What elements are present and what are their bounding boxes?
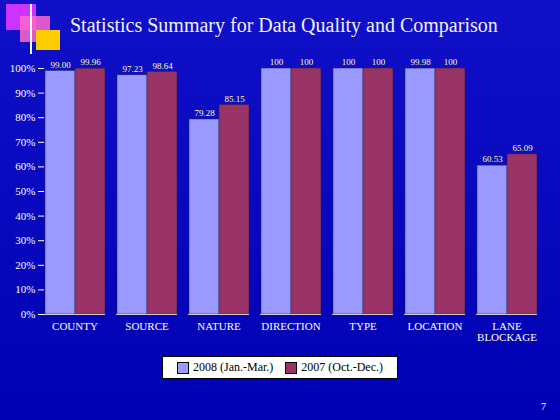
svg-text:DIRECTION: DIRECTION (261, 320, 320, 332)
svg-text:99.00: 99.00 (50, 60, 71, 70)
svg-text:100: 100 (342, 57, 356, 67)
svg-text:20%: 20% (15, 259, 35, 271)
svg-text:80%: 80% (15, 111, 35, 123)
svg-text:100: 100 (270, 57, 284, 67)
svg-text:97.23: 97.23 (122, 64, 143, 74)
svg-text:40%: 40% (15, 210, 35, 222)
svg-text:85.15: 85.15 (224, 94, 245, 104)
svg-text:99.98: 99.98 (410, 57, 431, 67)
svg-text:10%: 10% (15, 283, 35, 295)
svg-text:100%: 100% (10, 62, 36, 74)
svg-text:70%: 70% (15, 136, 35, 148)
svg-text:SOURCE: SOURCE (125, 320, 169, 332)
svg-text:100: 100 (300, 57, 314, 67)
html-text:2007 (Oct.-Dec.): 2007 (Oct.-Dec.) (301, 360, 383, 374)
svg-text:60.53: 60.53 (482, 154, 503, 164)
svg-text:65.09: 65.09 (512, 143, 533, 153)
svg-text:LANEBLOCKAGE: LANEBLOCKAGE (477, 320, 537, 343)
svg-text:LOCATION: LOCATION (408, 320, 463, 332)
svg-text:30%: 30% (15, 234, 35, 246)
svg-text:98.64: 98.64 (152, 61, 173, 71)
svg-text:0%: 0% (21, 308, 36, 320)
svg-text:79.28: 79.28 (194, 108, 215, 118)
svg-text:TYPE: TYPE (349, 320, 377, 332)
svg-text:50%: 50% (15, 185, 35, 197)
html-text:Statistics Summary for Data Qu: Statistics Summary for Data Quality and … (70, 14, 498, 36)
svg-text:COUNTY: COUNTY (52, 320, 98, 332)
svg-text:99.96: 99.96 (80, 57, 101, 67)
svg-text:NATURE: NATURE (197, 320, 241, 332)
svg-text:100: 100 (444, 57, 458, 67)
svg-text:90%: 90% (15, 87, 35, 99)
html-text:2008 (Jan.-Mar.): 2008 (Jan.-Mar.) (193, 360, 274, 374)
html-text:7: 7 (541, 401, 546, 412)
svg-text:60%: 60% (15, 160, 35, 172)
svg-text:100: 100 (372, 57, 386, 67)
